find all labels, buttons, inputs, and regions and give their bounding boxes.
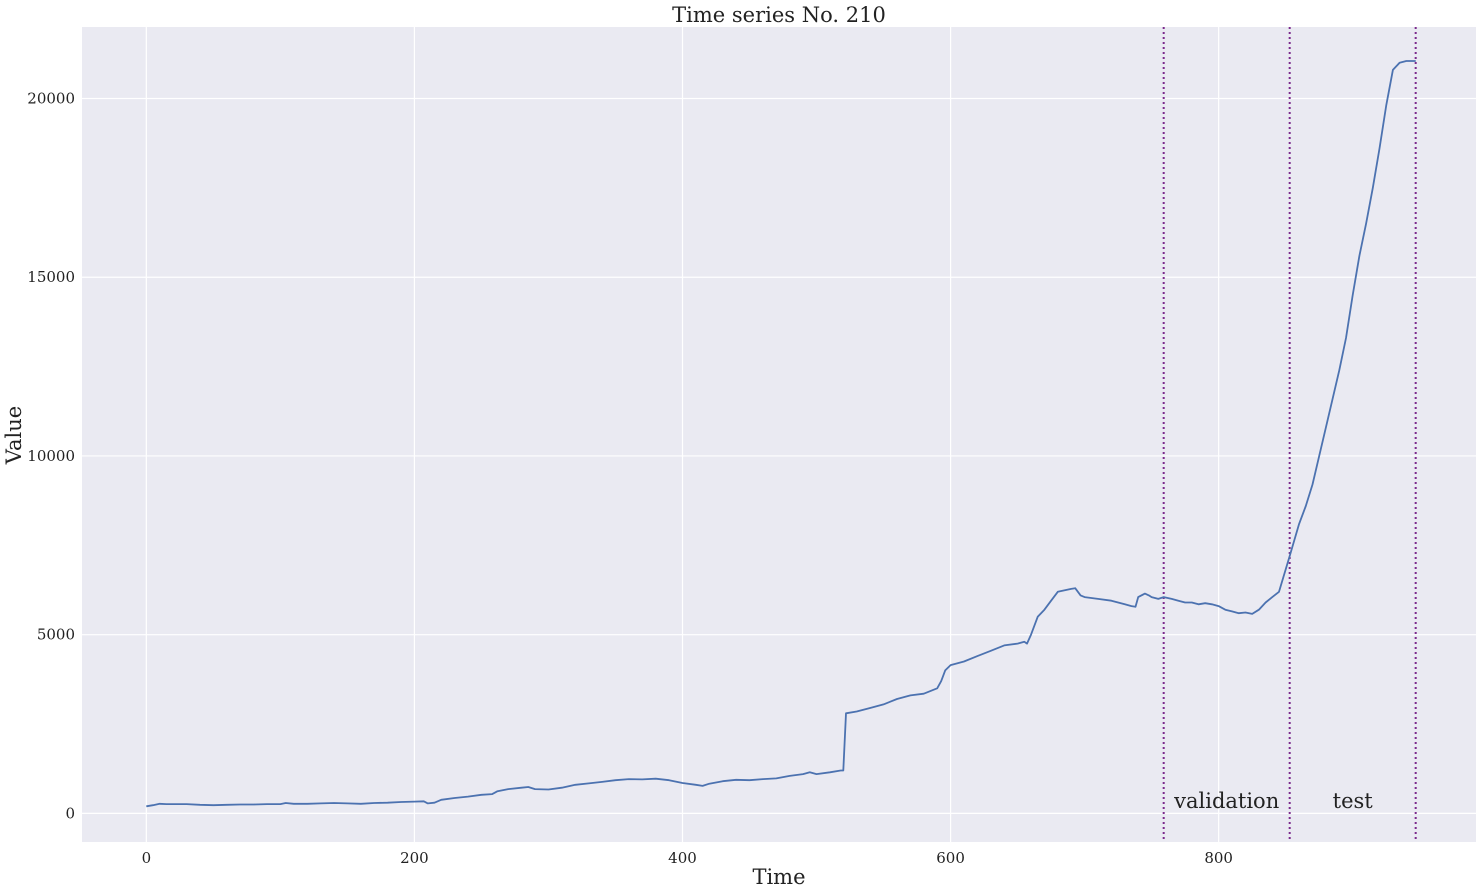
y-tick-label: 15000	[27, 268, 75, 286]
x-tick-label: 600	[936, 849, 965, 867]
y-tick-label: 0	[65, 804, 75, 822]
region-label: validation	[1173, 789, 1279, 813]
x-axis-title: Time	[752, 865, 805, 889]
y-axis-title: Value	[2, 406, 26, 465]
chart-title: Time series No. 210	[672, 3, 886, 27]
region-labels: validation test	[1173, 789, 1373, 813]
tick-labels: 0 200 400 600 800 0 5000 10000 15000 20000	[27, 89, 1233, 867]
y-tick-label: 20000	[27, 89, 75, 107]
series-line	[146, 60, 1416, 808]
gridlines	[82, 27, 1476, 842]
y-tick-label: 10000	[27, 447, 75, 465]
x-tick-label: 200	[400, 849, 429, 867]
x-tick-label: 0	[142, 849, 152, 867]
split-lines	[1162, 27, 1417, 842]
x-tick-label: 800	[1204, 849, 1233, 867]
x-tick-label: 400	[668, 849, 697, 867]
region-label: test	[1333, 789, 1374, 813]
plot-area	[82, 27, 1476, 842]
series-layer	[146, 60, 1416, 808]
y-tick-label: 5000	[37, 626, 75, 644]
